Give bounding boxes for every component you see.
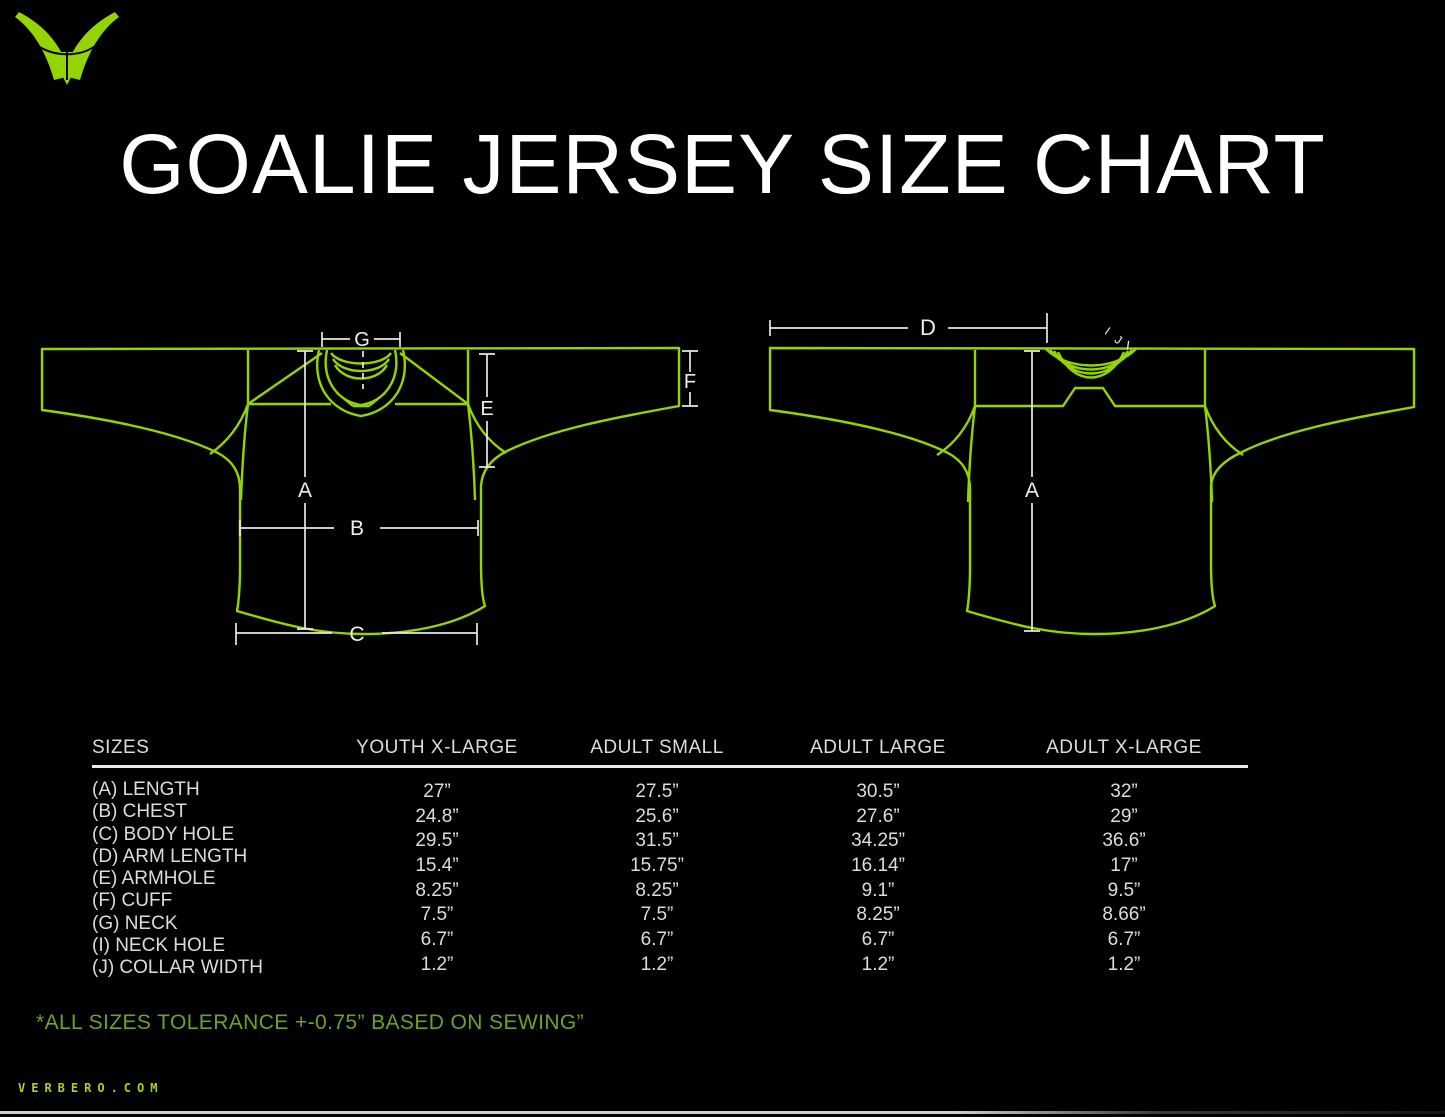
verbero-logo [15, 12, 119, 85]
size-table-value-cell: 29” [1110, 805, 1138, 827]
size-table-row-label: (B) CHEST [92, 801, 187, 823]
size-table-value-cell: 30.5” [856, 781, 900, 802]
measure-front-cuff-F: F [682, 350, 698, 407]
size-table-value-cell: 27.5” [635, 781, 679, 802]
back-jersey-diagram [768, 346, 1416, 636]
size-table-value-cell: 31.5” [635, 830, 679, 852]
size-table-value-cell: 8.25” [415, 879, 459, 901]
size-table-value-cell: 15.75” [630, 855, 684, 877]
measure-label-cuff: F [684, 371, 696, 393]
size-table-value-cell: 1.2” [1107, 953, 1141, 975]
size-table-value-cell: 6.7” [861, 929, 895, 951]
size-table-column-adult-x-large: 32” 29” 36.6” 17” 9.5” 8.66” 6.7” 1.2” [1014, 780, 1234, 978]
front-jersey-outline [40, 346, 681, 636]
size-table-value-cell: 24.8” [415, 805, 459, 827]
size-table-column-adult-large: 30.5” 27.6” 34.25” 16.14” 9.1” 8.25” 6.7” 1.2” [768, 780, 988, 978]
size-table-value-cell: 1.2” [861, 953, 895, 975]
front-jersey-seams [209, 350, 507, 501]
size-table-value-cell: 8.25” [635, 879, 679, 901]
measure-front-length-A: A [297, 350, 313, 630]
size-table-value-cell: 6.7” [640, 929, 674, 951]
size-table-row-label: (E) ARMHOLE [92, 868, 216, 890]
size-table-row-label: (A) LENGTH [92, 779, 200, 800]
size-table-header-adult-x-large: ADULT X-LARGE [1046, 737, 1202, 758]
size-table-value-cell: 29.5” [415, 830, 459, 852]
measure-front-armhole-E: E [479, 353, 495, 468]
verbero-website-link[interactable]: VERBERO.COM [18, 1081, 164, 1095]
front-jersey-diagram [40, 346, 681, 636]
measure-front-chest-B: B [239, 517, 479, 540]
measure-label-length: A [298, 479, 312, 502]
size-table-value-cell: 9.1” [861, 879, 895, 901]
measure-label-body-hole: C [349, 623, 364, 646]
measure-label-back-length: A [1025, 479, 1039, 502]
size-table-row-label: (D) ARM LENGTH [92, 845, 248, 867]
measure-back-length-A: A [1024, 350, 1040, 632]
tolerance-footnote: *ALL SIZES TOLERANCE +-0.75” BASED ON SE… [36, 1011, 585, 1034]
size-table-value-cell: 32” [1110, 781, 1138, 802]
size-table-value-cell: 27” [423, 781, 451, 802]
measure-front-neck-G: G [321, 329, 401, 389]
size-table-value-cell: 6.7” [420, 929, 454, 951]
size-table-row-label: (F) CUFF [92, 890, 173, 912]
back-jersey-outline [768, 346, 1416, 636]
front-jersey-collar [316, 349, 406, 418]
size-table-value-cell: 7.5” [640, 904, 674, 926]
measure-back-armlength-D: D [769, 313, 1048, 343]
page-title: GOALIE JERSEY SIZE CHART [119, 117, 1326, 211]
measure-label-neck-hole: I [1102, 324, 1113, 337]
size-table-header-sizes: SIZES [92, 737, 150, 758]
size-table-row-labels: (A) LENGTH (B) CHEST (C) BODY HOLE (D) ARM … [92, 779, 263, 980]
size-table-value-cell: 1.2” [420, 953, 454, 975]
back-jersey-seams [936, 350, 1244, 503]
size-table-column-adult-small: 27.5” 25.6” 31.5” 15.75” 8.25” 7.5” 6.7” 1.2” [547, 780, 767, 978]
size-table-row-label: (J) COLLAR WIDTH [92, 957, 263, 979]
size-table-header-youth-x-large: YOUTH X-LARGE [356, 737, 518, 758]
back-jersey-collar [1045, 348, 1137, 379]
size-table-header-adult-small: ADULT SMALL [590, 737, 724, 758]
size-table-value-cell: 8.25” [856, 904, 900, 926]
measure-front-bodyhole-C: C [235, 623, 478, 646]
size-table-value-cell: 1.2” [640, 953, 674, 975]
size-table-value-cell: 34.25” [851, 830, 905, 852]
size-table-value-cell: 7.5” [420, 904, 454, 926]
measure-label-armhole: E [480, 398, 493, 420]
back-jersey-measurements: D A I J [769, 313, 1130, 632]
bottom-divider-line [0, 1111, 1445, 1114]
front-jersey-measurements: G F E A B C [235, 329, 698, 646]
size-table-row-label: (C) BODY HOLE [92, 823, 235, 845]
size-table-column-youth-x-large: 27” 24.8” 29.5” 15.4” 8.25” 7.5” 6.7” 1.2” [327, 780, 547, 978]
size-table-value-cell: 17” [1110, 855, 1138, 877]
measure-label-neck: G [354, 329, 370, 351]
size-table-value-cell: 25.6” [635, 805, 679, 827]
size-table-value-cell: 27.6” [856, 805, 900, 827]
table-header-divider [92, 765, 1248, 768]
size-table-value-cell: 9.5” [1107, 879, 1141, 901]
size-table-value-cell: 15.4” [415, 855, 459, 877]
size-table-row-label: (G) NECK [92, 912, 178, 934]
measure-label-arm-length: D [920, 315, 936, 340]
size-table-header-adult-large: ADULT LARGE [810, 737, 946, 758]
size-table-value-cell: 16.14” [851, 855, 905, 877]
size-table-value-cell: 6.7” [1107, 929, 1141, 951]
measure-label-chest: B [350, 517, 364, 540]
size-table-value-cell: 8.66” [1102, 904, 1146, 926]
size-table-value-cell: 36.6” [1102, 830, 1146, 852]
size-table-row-label: (I) NECK HOLE [92, 935, 226, 957]
measure-label-collar-width: J [1112, 332, 1125, 347]
